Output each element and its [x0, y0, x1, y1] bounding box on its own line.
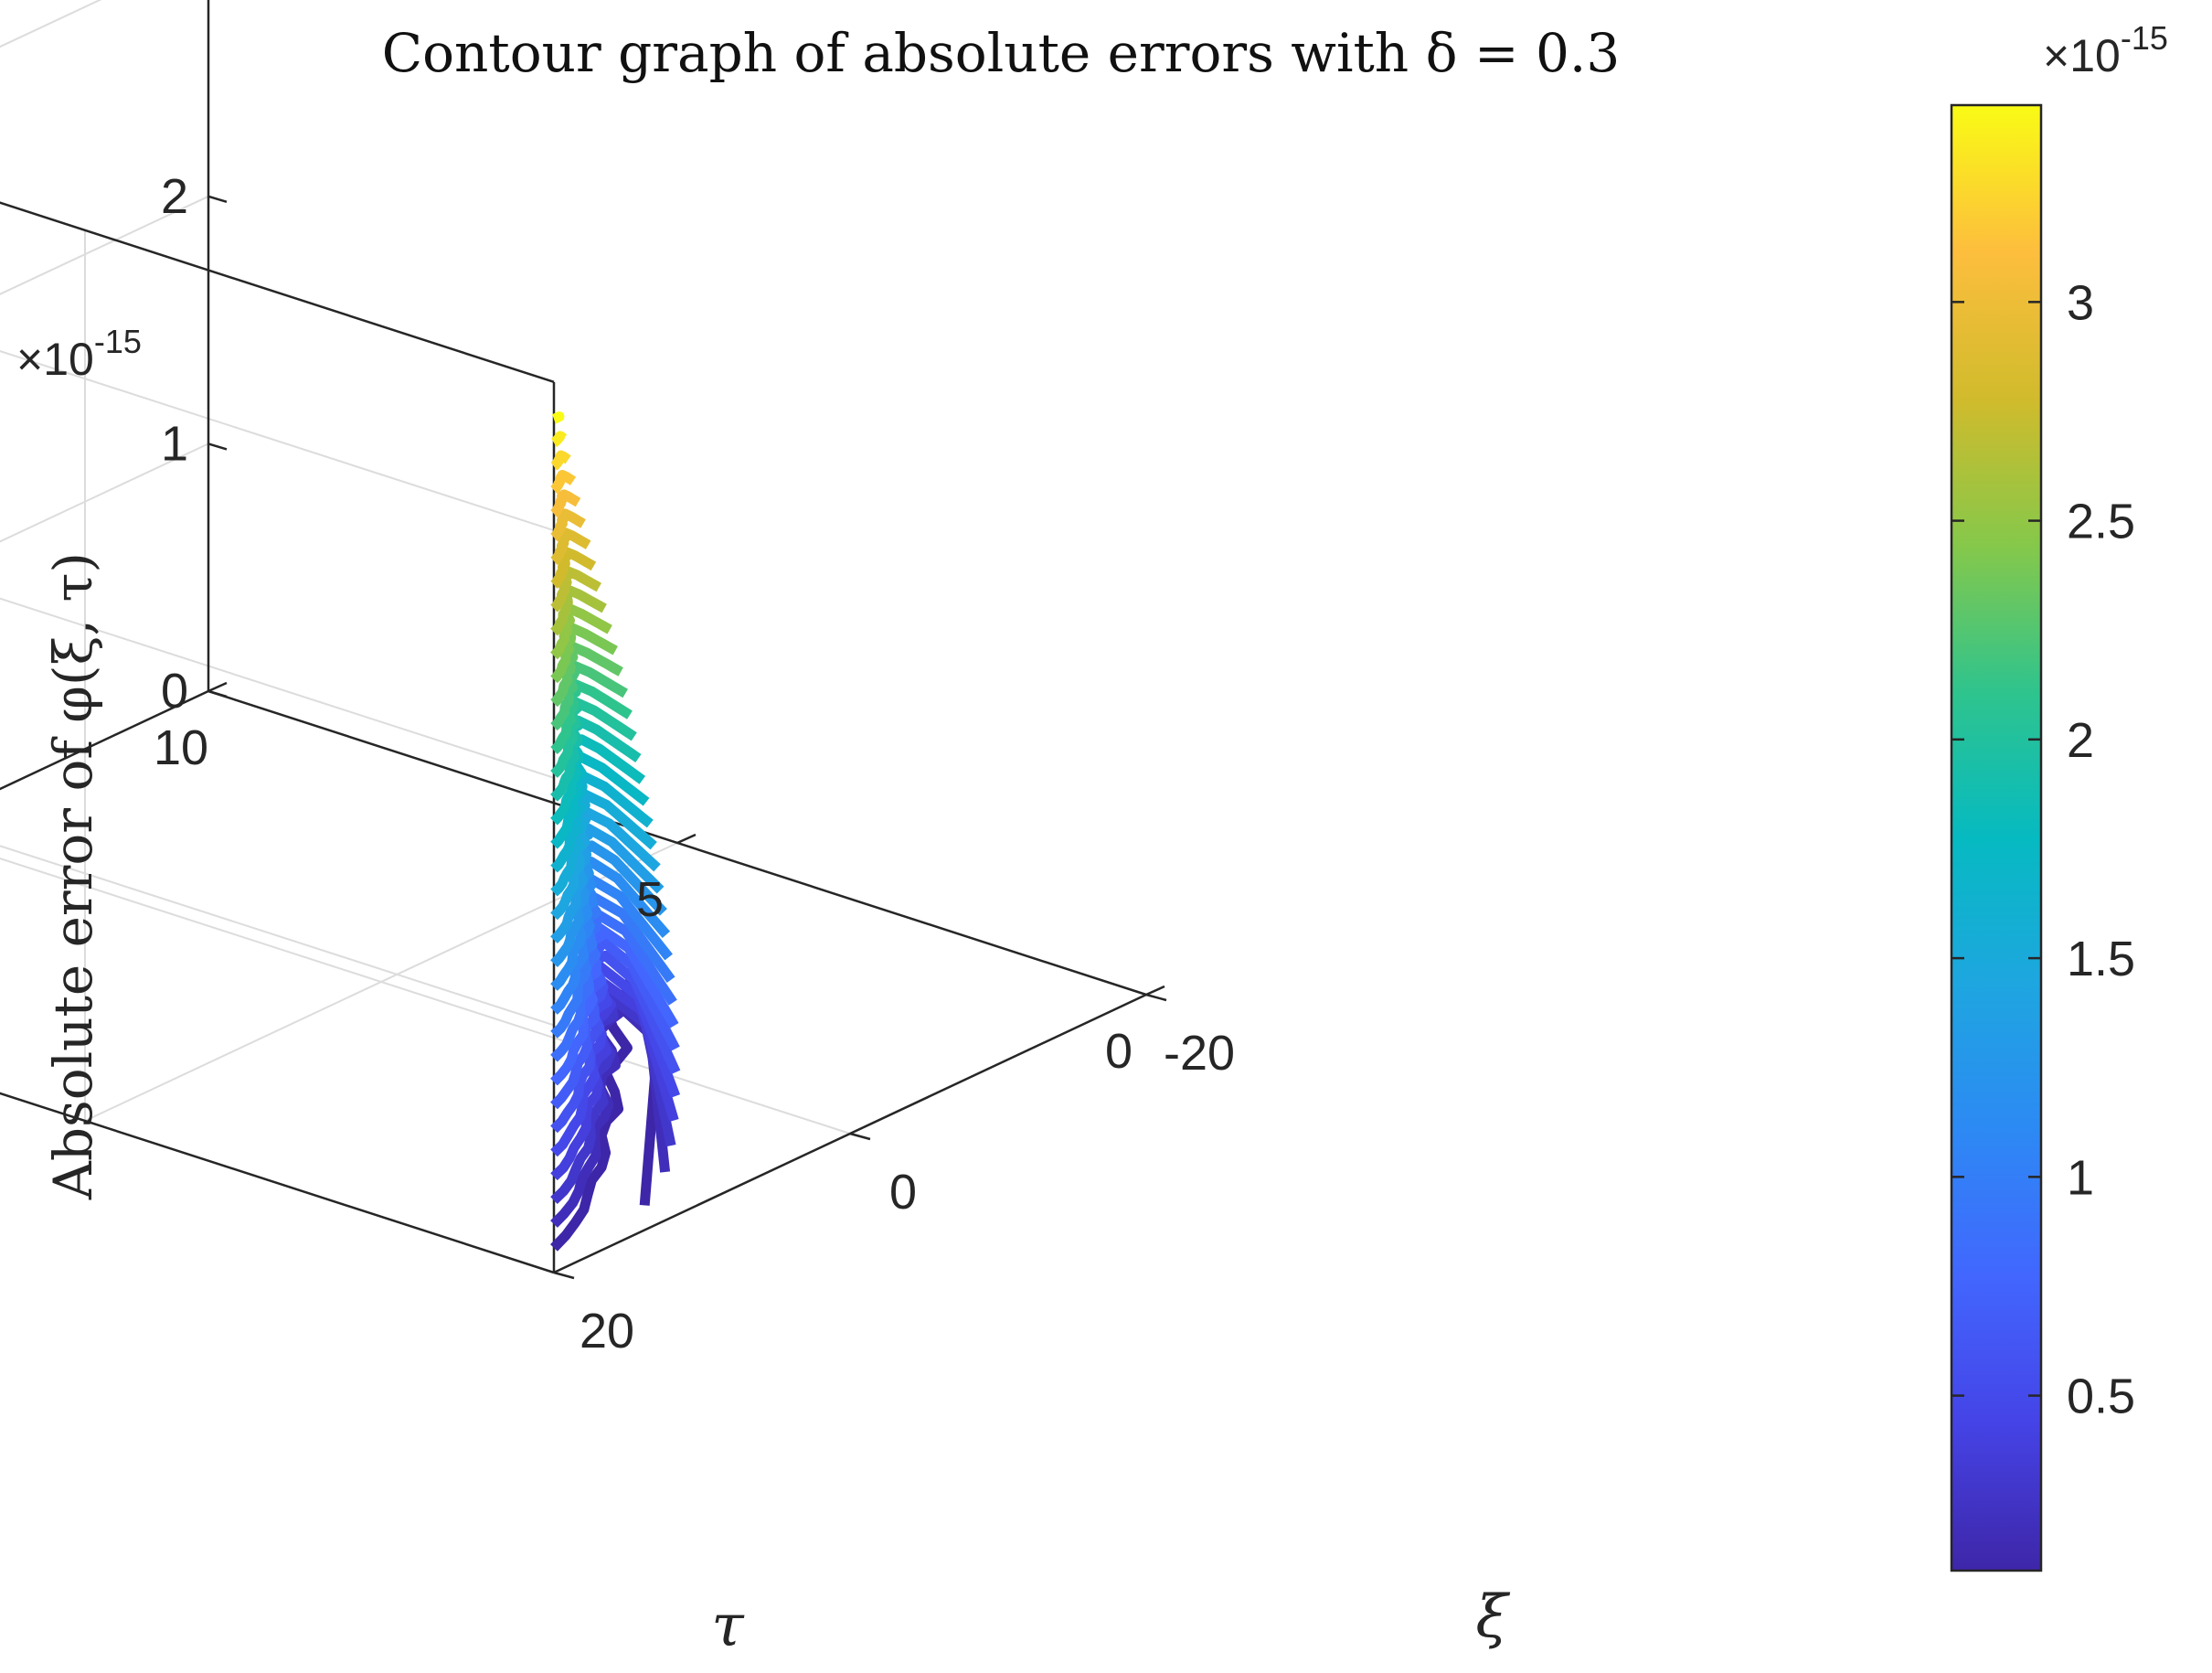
colorbar-tick-label: 2.5	[2067, 495, 2135, 549]
y-axis-label: ξ	[1475, 1583, 1510, 1651]
z-axis-exponent: ×10-15	[16, 323, 142, 385]
x-tick-mark	[676, 833, 697, 845]
contour-line	[550, 546, 597, 589]
contour-line	[549, 508, 586, 542]
contour-line	[550, 603, 612, 660]
svg-text:×10-15: ×10-15	[16, 323, 142, 385]
contour-line	[549, 470, 577, 495]
x-tick-mark	[1145, 985, 1165, 996]
grid-line	[0, 442, 209, 543]
x-tick-label: 5	[636, 872, 664, 927]
colorbar-tick-label: 0.5	[2067, 1369, 2135, 1424]
contour-line	[548, 411, 565, 424]
contour-line	[550, 901, 677, 1062]
contour-line	[550, 768, 654, 873]
z-tick-label: 0	[161, 664, 188, 719]
x-tick-label: 10	[154, 720, 208, 775]
z-tick-label: 2	[161, 169, 188, 224]
contour-line	[549, 450, 573, 472]
y-tick-mark	[1145, 993, 1167, 1002]
z-axis-multiplier: ×10	[16, 334, 94, 385]
y-tick-label: 0	[889, 1165, 917, 1220]
contour-line	[550, 641, 623, 708]
contour-line	[550, 696, 637, 778]
chart-title-text: Contour graph of absolute errors with δ …	[382, 22, 1620, 84]
contour-line	[550, 584, 607, 636]
contour-line	[549, 489, 581, 518]
axes-box-edge	[0, 689, 209, 791]
contour-line	[550, 565, 601, 613]
x-tick-mark	[207, 681, 228, 693]
colorbar: 0.5 1 1.5 2 2.5 3 ×10-15	[1950, 19, 2168, 1572]
contour-line	[550, 870, 673, 1015]
colorbar-ticks: 0.5 1 1.5 2 2.5 3	[1951, 275, 2135, 1424]
contour-line	[550, 658, 629, 731]
y-tick-label: 20	[580, 1304, 634, 1359]
colorbar-tick-label: 1	[2067, 1150, 2094, 1205]
y-tick-mark	[849, 1132, 871, 1141]
contour-lines	[548, 411, 681, 1252]
contour-line	[550, 527, 591, 565]
contour-line	[550, 677, 633, 755]
z-tick-mark	[207, 689, 228, 698]
contour-line	[550, 885, 675, 1039]
z-axis-exponent-power: -15	[94, 323, 142, 360]
axes-box-edge	[0, 1092, 555, 1274]
axes-box-edge	[0, 0, 208, 79]
colorbar-tick-label: 3	[2067, 275, 2094, 330]
chart-title: Contour graph of absolute errors with δ …	[382, 22, 1620, 84]
x-axis-label: τ	[711, 1593, 745, 1660]
colorbar-exponent-power: -15	[2121, 19, 2168, 57]
contour-line	[549, 431, 569, 448]
z-axis-label: Absolute error of φ(ξ, τ)	[42, 552, 104, 1200]
grid-line	[0, 195, 209, 295]
colorbar-multiplier: ×10	[2043, 30, 2121, 81]
colorbar-gradient	[1950, 103, 2043, 1572]
z-tick-mark	[207, 195, 228, 203]
y-tick-mark	[553, 1271, 575, 1280]
contour-line	[550, 623, 618, 684]
contour-line	[550, 751, 650, 849]
colorbar-exponent: ×10-15	[2043, 19, 2168, 81]
axes-box-edge	[0, 201, 555, 384]
y-tick-label: -20	[1164, 1026, 1235, 1081]
x-tick-label: 0	[1105, 1024, 1133, 1079]
z-tick-mark	[207, 442, 228, 451]
z-tick-label: 1	[161, 416, 188, 471]
colorbar-tick-label: 1.5	[2067, 932, 2135, 986]
grid-line	[0, 858, 851, 1135]
colorbar-tick-label: 2	[2067, 713, 2094, 768]
grid-lines	[0, 0, 851, 1135]
contour-line	[550, 784, 657, 897]
